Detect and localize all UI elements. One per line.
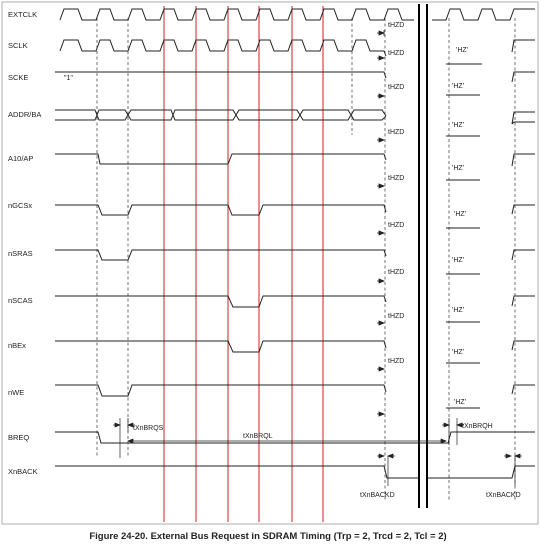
thzd-markers — [377, 30, 386, 417]
hz-label: 'HZ' — [454, 211, 466, 218]
signal-label-nbe: nBEx — [8, 341, 26, 350]
hz-label: 'HZ' — [456, 47, 468, 54]
hz-label: 'HZ' — [452, 122, 464, 129]
hz-label: 'HZ' — [452, 257, 464, 264]
timing-label-brqs: tXnBRQS — [133, 425, 164, 432]
figure-caption: Figure 24-20. External Bus Request in SD… — [89, 531, 446, 542]
hz-label: 'HZ' — [452, 165, 464, 172]
thzd-label: tHZD — [388, 358, 404, 365]
waveform-nsras — [55, 249, 535, 275]
waveforms — [55, 8, 535, 479]
hz-label: 'HZ' — [452, 307, 464, 314]
waveform-nscas — [55, 295, 535, 323]
timing-label-backd-2: tXnBACKD — [486, 492, 521, 499]
thzd-label: tHZD — [388, 175, 404, 182]
scke-value-label: "1" — [64, 75, 73, 82]
thzd-label: tHZD — [388, 313, 404, 320]
hz-label: 'HZ' — [454, 399, 466, 406]
waveform-addr — [55, 109, 535, 137]
signal-labels: EXTCLK SCLK SCKE ADDR/BA A10/AP nGCSx nS… — [8, 10, 41, 476]
waveform-sclk — [59, 39, 535, 65]
waveform-a10 — [55, 153, 535, 181]
signal-label-nwe: nWE — [8, 388, 24, 397]
hz-label: 'HZ' — [452, 83, 464, 90]
signal-label-xnback: XnBACK — [8, 467, 38, 476]
waveform-extclk — [59, 8, 535, 21]
breq-timing-annotations — [113, 418, 464, 458]
thzd-label: tHZD — [388, 22, 404, 29]
thzd-label: tHZD — [388, 50, 404, 57]
hz-label: 'HZ' — [452, 349, 464, 356]
timing-label-brql: tXnBRQL — [243, 433, 273, 440]
diagram-frame — [1, 1, 539, 525]
bus-release-separator — [418, 4, 428, 508]
thzd-label: tHZD — [388, 222, 404, 229]
waveform-xnback — [55, 465, 535, 479]
signal-label-addr: ADDR/BA — [8, 110, 41, 119]
signal-label-breq: BREQ — [8, 433, 29, 442]
hz-labels: 'HZ' 'HZ' 'HZ' 'HZ' 'HZ' 'HZ' 'HZ' 'HZ' … — [452, 47, 468, 406]
signal-label-a10: A10/AP — [8, 154, 33, 163]
waveform-breq — [55, 431, 535, 444]
signal-label-sclk: SCLK — [8, 41, 28, 50]
thzd-label: tHZD — [388, 84, 404, 91]
timing-label-brqh: tXnBRQH — [462, 423, 493, 430]
waveform-nbe — [55, 340, 535, 364]
waveform-scke — [55, 71, 535, 96]
signal-label-nscas: nSCAS — [8, 296, 33, 305]
signal-label-extclk: EXTCLK — [8, 10, 37, 19]
thzd-labels: tHZD tHZD tHZD tHZD tHZD tHZD tHZD tHZD … — [388, 22, 404, 365]
signal-label-scke: SCKE — [8, 73, 28, 82]
cycle-markers — [163, 6, 324, 522]
signal-label-nsras: nSRAS — [8, 249, 33, 258]
thzd-label: tHZD — [388, 269, 404, 276]
waveform-nwe — [55, 384, 535, 409]
signal-label-ngcs: nGCSx — [8, 201, 32, 210]
thzd-label: tHZD — [388, 129, 404, 136]
waveform-ngcs — [55, 204, 535, 229]
xnback-timing-annotations — [377, 453, 522, 486]
timing-label-backd-1: tXnBACKD — [360, 492, 395, 499]
